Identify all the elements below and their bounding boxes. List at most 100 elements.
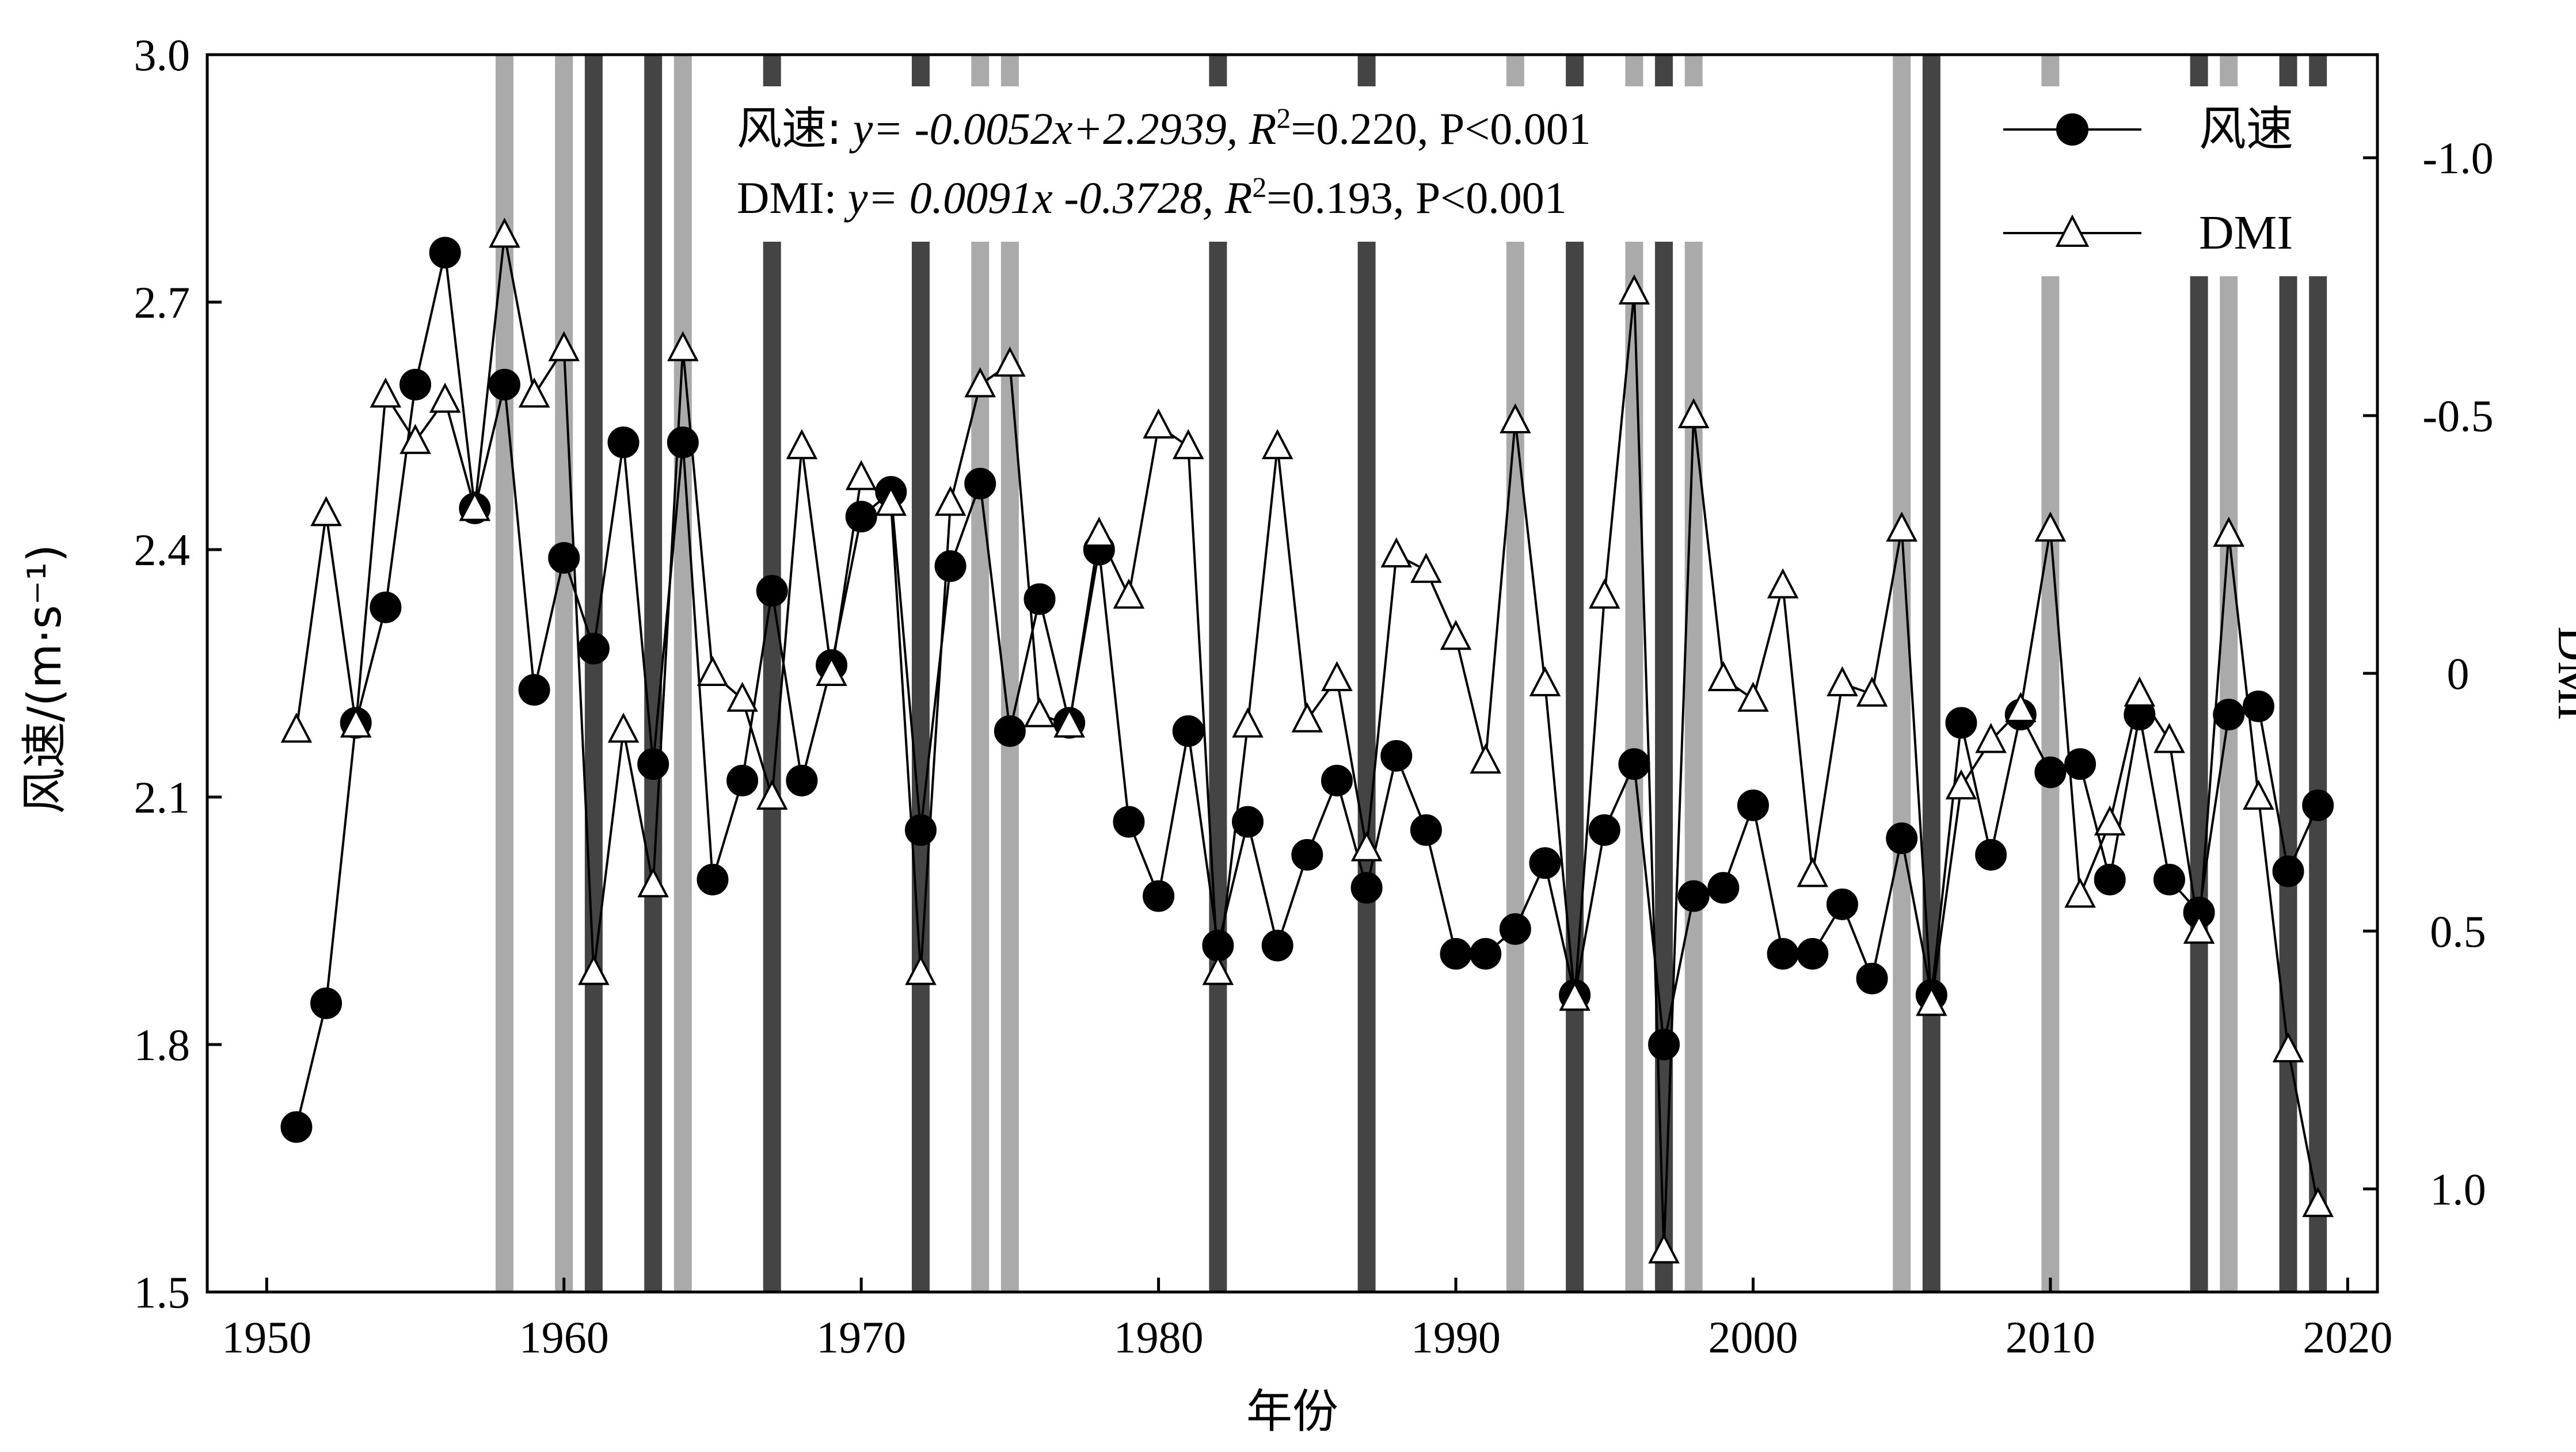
wind-speed-point <box>637 748 669 780</box>
legend-background <box>1980 86 2360 276</box>
right-y-tick-label: -1.0 <box>2422 133 2493 183</box>
dmi-equation-prefix: DMI: <box>737 173 836 223</box>
wind-speed-point <box>964 467 996 500</box>
dmi-point <box>1767 568 1799 599</box>
dmi-point <box>2124 676 2156 707</box>
wind-speed-point <box>370 591 402 623</box>
positive-iod-band <box>555 55 573 1292</box>
dmi-point <box>1945 769 1977 800</box>
dmi-point <box>2213 516 2245 547</box>
wind-speed-point <box>2153 863 2185 895</box>
wind-speed-point <box>1232 806 1264 838</box>
dmi-point <box>1113 578 1145 609</box>
dmi-point <box>756 779 788 810</box>
x-tick-label: 2000 <box>1708 1312 1798 1362</box>
dmi-point <box>1707 661 1740 691</box>
wind-equation-part-a: y= -0.0052x+2.2939, R <box>842 104 1276 154</box>
wind-speed-point <box>1618 748 1650 780</box>
wind-speed-point <box>1588 814 1620 846</box>
dmi-point <box>1380 537 1413 567</box>
wind-speed-point <box>1856 962 1888 994</box>
positive-iod-band <box>1506 55 1524 1292</box>
wind-equation-sup: 2 <box>1276 102 1291 134</box>
wind-speed-point <box>1886 822 1918 855</box>
right-y-tick-label: 1.0 <box>2430 1164 2486 1214</box>
dmi-point <box>1143 408 1174 439</box>
wind-speed-point <box>1975 839 2007 871</box>
legend-wind-label: 风速 <box>2199 102 2293 157</box>
wind-speed-point <box>310 987 343 1019</box>
wind-speed-point <box>1291 839 1323 871</box>
dmi-point <box>399 424 431 454</box>
legend-dmi-label: DMI <box>2199 206 2293 260</box>
wind-speed-series <box>280 237 2334 1143</box>
wind-speed-point <box>1470 937 1502 970</box>
dmi-point <box>816 656 847 686</box>
wind-equation-part-b: =0.220, P<0.001 <box>1291 104 1591 154</box>
wind-speed-point <box>2302 789 2334 821</box>
wind-speed-point <box>2064 748 2096 780</box>
wind-speed-point <box>607 426 640 459</box>
dmi-point <box>1618 274 1650 305</box>
dmi-equation-sup: 2 <box>1252 171 1266 203</box>
x-tick-label: 1950 <box>222 1312 311 1362</box>
dmi-point <box>2302 1187 2334 1217</box>
right-y-tick-label: 0 <box>2447 649 2470 699</box>
dmi-point <box>1886 511 1917 542</box>
equation-background <box>720 86 1727 242</box>
dmi-point <box>429 382 461 413</box>
dmi-point <box>2243 779 2274 810</box>
wind-speed-point <box>1023 583 1056 615</box>
wind-speed-point <box>518 674 550 706</box>
dmi-point <box>934 486 967 516</box>
negative-iod-band <box>1566 55 1584 1292</box>
dmi-point <box>1529 666 1561 696</box>
negative-iod-band <box>911 55 930 1292</box>
wind-speed-point <box>2272 855 2304 887</box>
dmi-point <box>459 491 491 521</box>
positive-iod-band <box>971 55 990 1292</box>
negative-iod-band <box>1922 55 1940 1292</box>
dmi-point <box>1470 743 1501 774</box>
wind-speed-point <box>1380 740 1413 772</box>
wind-speed-point <box>577 632 610 665</box>
wind-speed-point <box>1529 847 1561 879</box>
wind-speed-point <box>488 368 520 401</box>
left-y-tick-label: 3.0 <box>134 30 191 80</box>
dmi-point <box>2004 692 2037 722</box>
dmi-point <box>786 429 818 459</box>
dmi-point <box>994 346 1026 377</box>
negative-iod-band <box>1357 55 1376 1292</box>
dmi-series <box>280 218 2334 1264</box>
dmi-point <box>845 460 877 490</box>
negative-iod-band <box>584 55 603 1292</box>
wind-speed-point <box>2094 863 2126 895</box>
dmi-point <box>2064 877 2096 908</box>
left-y-tick-label: 2.1 <box>134 772 191 822</box>
dmi-point <box>1737 681 1769 712</box>
dmi-point <box>370 377 402 408</box>
right-y-tick-label: -0.5 <box>2422 391 2493 441</box>
legend: 风速 DMI <box>1980 86 2360 276</box>
dmi-point <box>1350 831 1383 862</box>
dmi-point <box>607 712 640 743</box>
dmi-point <box>2272 1032 2304 1062</box>
dmi-point <box>1023 697 1056 727</box>
dmi-point <box>905 955 937 985</box>
dmi-point <box>875 486 907 516</box>
x-axis-title: 年份 <box>1246 1385 1338 1438</box>
dmi-equation-part-a: y= 0.0091x -0.3728, R <box>836 173 1252 223</box>
dmi-point <box>1202 955 1234 985</box>
dmi-point <box>489 218 520 248</box>
wind-speed-point <box>1677 880 1710 912</box>
wind-speed-point <box>280 1111 313 1143</box>
left-y-axis-title: 风速/(m·s⁻¹) <box>18 544 71 814</box>
right-y-axis-ticks: -1.0 -0.5 0 0.5 1.0 <box>2363 133 2494 1214</box>
wind-equation: 风速: y= -0.0052x+2.2939, R2=0.220, P<0.00… <box>737 102 1591 155</box>
legend-dmi-marker <box>2055 214 2090 247</box>
dmi-point <box>1975 723 2007 753</box>
dmi-point <box>2034 511 2067 542</box>
dmi-point <box>637 867 669 898</box>
positive-iod-band <box>1893 55 1911 1292</box>
wind-speed-point <box>1648 1028 1680 1061</box>
